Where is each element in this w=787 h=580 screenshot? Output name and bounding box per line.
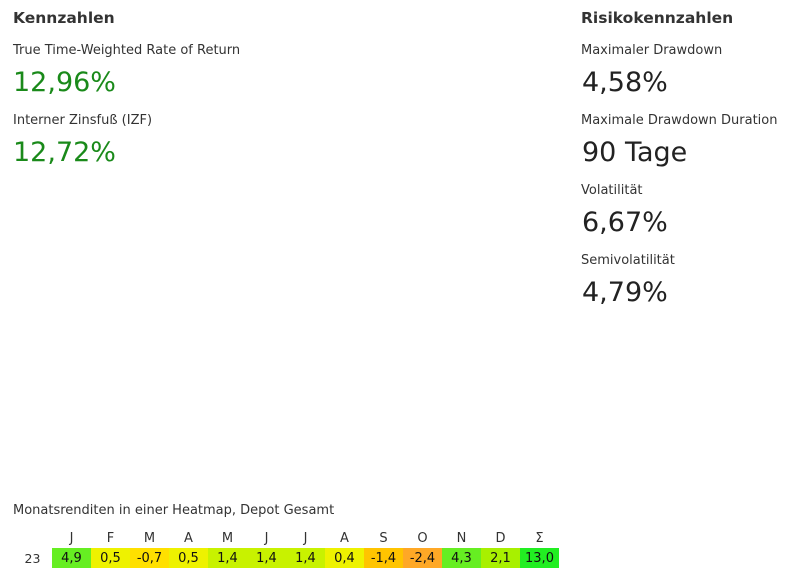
twr-label: True Time-Weighted Rate of Return [13, 43, 241, 58]
heatmap-cell: 1,4 [286, 548, 325, 568]
heatmap-month-header: A [184, 530, 193, 546]
izf-label: Interner Zinsfuß (IZF) [13, 113, 153, 128]
drawdown-duration-label: Maximale Drawdown Duration [581, 113, 778, 128]
heatmap-month-header: M [221, 530, 234, 546]
risikokennzahlen-title: Risikokennzahlen [581, 9, 734, 27]
volatility-label: Volatilität [581, 183, 643, 198]
volatility-value: 6,67% [582, 207, 668, 238]
heatmap-cell: 0,4 [325, 548, 364, 568]
heatmap-month-header: F [106, 530, 115, 546]
twr-value: 12,96% [13, 67, 116, 98]
heatmap-month-header: D [495, 530, 506, 546]
heatmap-month-header: J [303, 530, 308, 546]
heatmap-month-header: S [379, 530, 388, 546]
heatmap-cell: 4,3 [442, 548, 481, 568]
semivolatility-value: 4,79% [582, 277, 668, 308]
heatmap-cell: -2,4 [403, 548, 442, 568]
heatmap-cell: 0,5 [169, 548, 208, 568]
heatmap-cell: 1,4 [208, 548, 247, 568]
izf-value: 12,72% [13, 137, 116, 168]
heatmap-month-header: A [340, 530, 349, 546]
heatmap-cell: 4,9 [52, 548, 91, 568]
heatmap-cell: 13,0 [520, 548, 559, 568]
heatmap-month-header: J [264, 530, 269, 546]
heatmap-caption: Monatsrenditen in einer Heatmap, Depot G… [13, 503, 335, 518]
heatmap-month-header: Σ [535, 530, 544, 546]
heatmap-cell: 1,4 [247, 548, 286, 568]
heatmap-month-header: M [143, 530, 156, 546]
heatmap-month-header: J [69, 530, 74, 546]
heatmap-cells: 4,9 0,5 -0,7 0,5 1,4 1,4 1,4 0,4 -1,4 -2,4 4,3 2,1 1… [52, 548, 559, 568]
max-drawdown-value: 4,58% [582, 67, 668, 98]
heatmap-corner [13, 528, 52, 548]
max-drawdown-label: Maximaler Drawdown [581, 43, 723, 58]
heatmap-month-header: O [417, 530, 428, 546]
heatmap-cell: 0,5 [91, 548, 130, 568]
kennzahlen-title: Kennzahlen [13, 9, 115, 27]
heatmap-cell: -1,4 [364, 548, 403, 568]
heatmap-year-row: 23 4,9 0,5 -0,7 0,5 1,4 1,4 1,4 0,4 -1,4 -2,4 4,3 2… [13, 548, 559, 568]
drawdown-duration-value: 90 Tage [582, 137, 688, 168]
heatmap-month-header: N [456, 530, 467, 546]
heatmap-cell: -0,7 [130, 548, 169, 568]
heatmap-cell: 2,1 [481, 548, 520, 568]
semivolatility-label: Semivolatilität [581, 253, 675, 268]
heatmap-year-label: 23 [24, 550, 41, 566]
